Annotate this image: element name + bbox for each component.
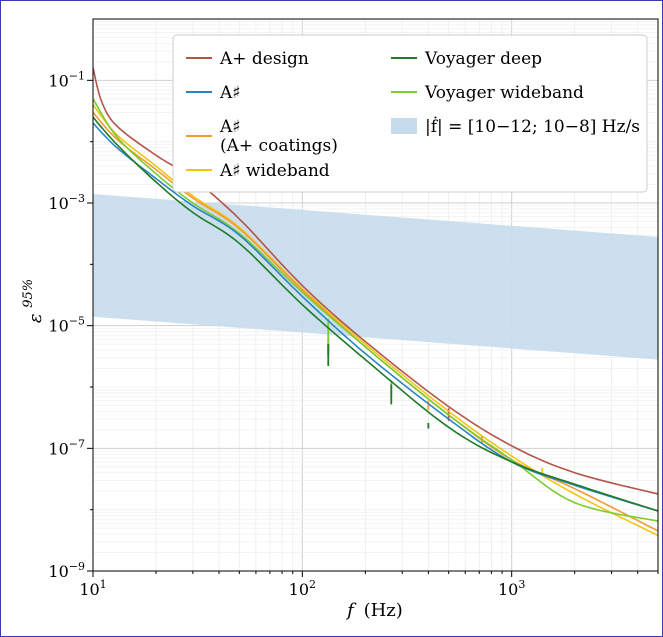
legend-swatch-band: [391, 118, 417, 134]
legend-label-a-sharp-wideband: A♯ wideband: [219, 161, 330, 181]
series-layer: [93, 67, 658, 537]
y-tick-label: 10−9: [48, 560, 85, 581]
y-axis-label: ε 95%: [21, 279, 46, 323]
plot-area-border: [92, 18, 659, 572]
series-line-0: [93, 67, 658, 495]
x-axis-var: f: [345, 600, 357, 621]
x-tick-label: 101: [79, 578, 106, 599]
x-axis-unit: (Hz): [364, 600, 403, 621]
legend-label-voyager-deep: Voyager deep: [424, 49, 542, 69]
series-line-5: [93, 98, 658, 522]
legend-item-voyager-deep: Voyager deep: [391, 49, 542, 69]
series-line-4: [93, 116, 658, 512]
legend-item-band: |ḟ| = [10−12; 10−8] Hz/s: [391, 116, 640, 137]
series-line-3: [93, 104, 658, 537]
series-line-1: [93, 122, 658, 512]
legend-item-a-sharp-wideband: A♯ wideband: [186, 161, 330, 181]
legend: A+ design A♯ A♯ (A+ coatings) A♯ wideband…: [172, 34, 648, 193]
legend-label-a-sharp-coatings: A♯ (A+ coatings): [219, 117, 338, 156]
x-tick-label: 103: [498, 578, 525, 599]
legend-item-voyager-wideband: Voyager wideband: [391, 83, 584, 103]
x-tick-label: 102: [289, 578, 316, 599]
x-axis-label: f (Hz): [345, 600, 403, 621]
y-tick-label: 10−1: [48, 69, 85, 90]
spindown-band: [93, 194, 658, 360]
legend-label-voyager-wideband: Voyager wideband: [424, 83, 584, 103]
y-tick-label: 10−3: [48, 192, 85, 213]
legend-label-a-sharp: A♯: [219, 83, 241, 103]
legend-item-a-sharp: A♯: [186, 83, 241, 103]
y-tick-label: 10−5: [48, 315, 85, 336]
y-axis-var: ε: [25, 313, 46, 323]
ticks: 101 102 103 10−9 10−7 10−5 10−3 10−1: [48, 69, 659, 599]
legend-box: [172, 34, 648, 193]
legend-label-a-plus-design: A+ design: [219, 49, 309, 69]
y-tick-label: 10−7: [48, 437, 85, 458]
legend-item-a-plus-design: A+ design: [186, 49, 309, 69]
y-axis-sup: 95%: [21, 279, 36, 308]
legend-label-band: |ḟ| = [10−12; 10−8] Hz/s: [425, 116, 640, 137]
band-layer: [93, 194, 658, 360]
legend-item-a-sharp-coatings: A♯ (A+ coatings): [186, 117, 338, 156]
